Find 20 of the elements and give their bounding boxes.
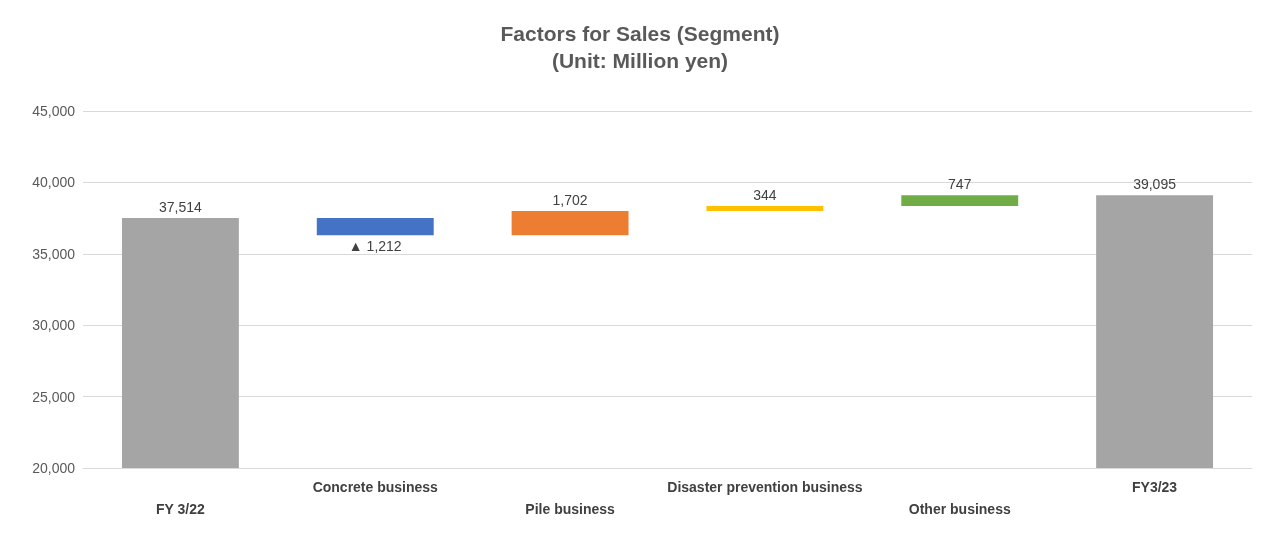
y-tick-label: 45,000 [32, 103, 76, 119]
y-tick-label: 20,000 [32, 460, 76, 476]
x-tick-label: FY3/23 [1132, 479, 1178, 495]
data-label: 344 [753, 186, 777, 203]
data-label: 747 [948, 176, 972, 193]
data-label: 37,514 [159, 198, 203, 215]
x-tick-label: Other business [908, 501, 1011, 517]
data-label: 1,702 [552, 191, 588, 208]
chart-subtitle: (Unit: Million yen) [551, 49, 729, 72]
x-tick-label: FY 3/22 [156, 501, 206, 517]
x-tick-label: Pile business [525, 501, 616, 517]
chart-title: Factors for Sales (Segment) [500, 22, 780, 45]
y-tick-label: 35,000 [32, 245, 76, 262]
x-tick-label: Concrete business [312, 479, 439, 495]
y-tick-label: 30,000 [32, 317, 76, 334]
data-label: ▲ 1,212 [348, 238, 402, 255]
data-label: 39,095 [1133, 176, 1177, 193]
y-tick-label: 40,000 [32, 174, 76, 191]
y-tick-label: 25,000 [32, 388, 76, 405]
x-tick-label: Disaster prevention business [667, 479, 863, 495]
